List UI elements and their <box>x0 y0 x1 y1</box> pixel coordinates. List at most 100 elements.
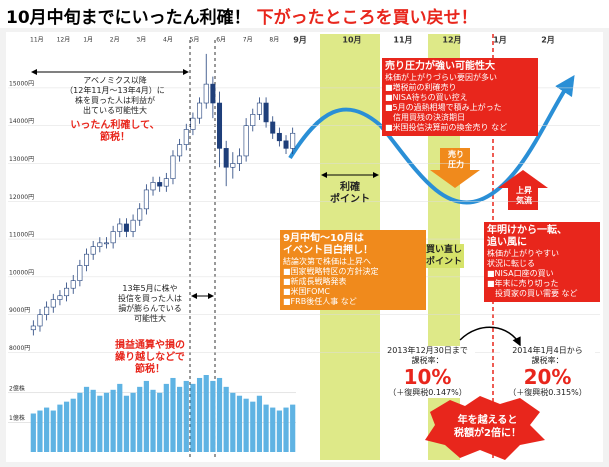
newyear-items: ■NISA口座の買い ■年末に売り切った 投資家の買い需要 など <box>487 269 597 299</box>
month-label: 11月 <box>30 37 44 44</box>
volume-bar <box>70 398 76 452</box>
volume-bar <box>210 380 216 452</box>
candle-body <box>170 155 176 179</box>
volume-bar <box>256 395 263 452</box>
note-profit: アベノミクス以降 （12年11月～13年4月）に 株を買った人は利益が 出ている可能性… <box>40 76 190 116</box>
volume-bar <box>103 392 110 452</box>
sell-arrow <box>430 148 480 188</box>
tax-before-rate: 10% <box>403 365 452 389</box>
candle-body <box>123 223 129 232</box>
volume-bar <box>130 392 136 452</box>
tax-before-note: （＋復興税0.147%） <box>388 388 467 397</box>
volume-bar <box>276 410 282 452</box>
forecast-curve <box>288 74 575 205</box>
month-label: 2月 <box>110 37 120 44</box>
volume-bar <box>97 395 103 452</box>
candle-body <box>57 295 63 300</box>
volume-bar <box>30 413 36 452</box>
volume-bar <box>183 380 189 452</box>
sell-items: ■増税前の利確売り ■NISA待ちの買い控え ■5月の過熱相場で積み上がった 信用買… <box>385 83 535 133</box>
text-line: ■FRB後任人事 など <box>283 297 357 306</box>
note-loss: 13年5月に株や 投信を買った人は 損が膨らんでいる 可能性大 <box>105 284 195 324</box>
text-line: アベノミクス以降 <box>83 76 147 85</box>
candle-body <box>70 280 76 289</box>
candle-body <box>143 189 149 210</box>
volume-bar <box>223 386 229 452</box>
rise-arrow <box>498 170 548 210</box>
volume-bar <box>90 389 96 452</box>
text-line: ■米国投信決算前の換金売り など <box>385 123 508 132</box>
text-line: 節税！ <box>100 132 130 143</box>
event-sub: 結論次第で株価は上昇へ <box>283 257 371 266</box>
text-line: 年を越えると <box>457 415 518 426</box>
volume-bar <box>230 392 236 452</box>
month-label: 2月 <box>541 36 555 45</box>
tax-before-lines: 2013年12月30日まで 課税率： <box>380 346 475 366</box>
y-tick-label: 14000円 <box>9 118 34 125</box>
volume-bar <box>110 389 116 452</box>
y-tick-label: 9000円 <box>9 307 30 314</box>
text-line: ■増税前の利確売り <box>385 83 457 92</box>
volume-bar <box>196 377 203 452</box>
month-label: 6月 <box>216 37 226 44</box>
note-loss-red: 損益通算や損の 繰り越しなどで 節税！ <box>95 340 205 376</box>
text-line: 利確 <box>340 182 360 193</box>
candle-body <box>137 208 143 221</box>
text-line: 上昇 <box>516 186 532 195</box>
text-line: 買い直し <box>425 245 462 255</box>
text-line: 圧力 <box>448 160 464 169</box>
tax-after: 2014年1月4日から 課税率： 20% （＋復興税0.315%） <box>500 346 595 398</box>
volume-bar <box>190 383 196 452</box>
month-label: 10月 <box>342 36 361 45</box>
text-line: 課税率： <box>411 356 444 365</box>
volume-bar <box>290 404 296 452</box>
candle-body <box>103 242 109 245</box>
text-line: ■NISA口座の買い <box>487 269 554 278</box>
volume-bar <box>177 386 183 452</box>
text-line: 可能性大 <box>134 314 166 323</box>
candle-body <box>197 102 203 119</box>
sell-sub: 株価が上がりづらい要因が多い <box>385 73 497 82</box>
tax-arrow <box>459 326 521 347</box>
burst-label: 年を越えると 税額が2倍に！ <box>440 414 535 440</box>
burst <box>425 396 545 460</box>
month-label: 12月 <box>442 36 461 45</box>
sell-arrow-label: 売り 圧力 <box>442 150 470 170</box>
title: 10月中旬までにいったん利確！ 下がったところを買い戻せ！ <box>6 3 478 28</box>
month-label: 7月 <box>243 37 253 44</box>
text-line: 繰り越しなどで <box>115 352 185 363</box>
text-line: 気流 <box>516 196 532 205</box>
candle-body <box>64 287 70 297</box>
note-profit-red: いったん利確して、 節税！ <box>40 120 190 144</box>
volume-bar <box>203 375 209 452</box>
candle-body <box>263 102 269 123</box>
candle-body <box>110 231 116 244</box>
volume-bar <box>263 404 269 452</box>
candle-body <box>223 148 229 168</box>
volume-bar <box>236 395 243 452</box>
month-label: 5月 <box>190 37 200 44</box>
event-box: 9月中旬～10月は イベント目白押し！ 結論次第で株価は上昇へ ■国家戦略特区の方… <box>280 230 426 310</box>
volume-bar <box>44 407 50 452</box>
volume-bar <box>216 377 223 452</box>
volume-bar <box>270 407 276 452</box>
candles: 8000円 9000円 10000円 11000円 12000円 13000円 14000円… <box>8 36 600 452</box>
candle-body <box>30 325 36 331</box>
text-line: 投信を買った人は <box>118 294 182 303</box>
text-line: ■年末に売り切った <box>487 279 559 288</box>
tax-after-note: （＋復興税0.315%） <box>508 388 587 397</box>
text-line: ■5月の過熱相場で積み上がった <box>385 103 502 112</box>
volume-bar <box>283 407 289 452</box>
candle-body <box>157 182 163 187</box>
tax-after-rate: 20% <box>523 365 572 389</box>
y-tick-label: 13000円 <box>9 156 34 163</box>
text-line: 課税率： <box>531 356 564 365</box>
sell-title: 売り圧力が強い可能性大 <box>385 61 495 72</box>
volume-bar <box>143 380 149 452</box>
candle-body <box>183 129 189 145</box>
text-line: 株を買った人は利益が <box>75 96 155 105</box>
text-line: 2013年12月30日まで <box>387 346 468 355</box>
candle-body <box>77 265 83 281</box>
text-line: 株価が上がりやすい <box>487 249 559 258</box>
